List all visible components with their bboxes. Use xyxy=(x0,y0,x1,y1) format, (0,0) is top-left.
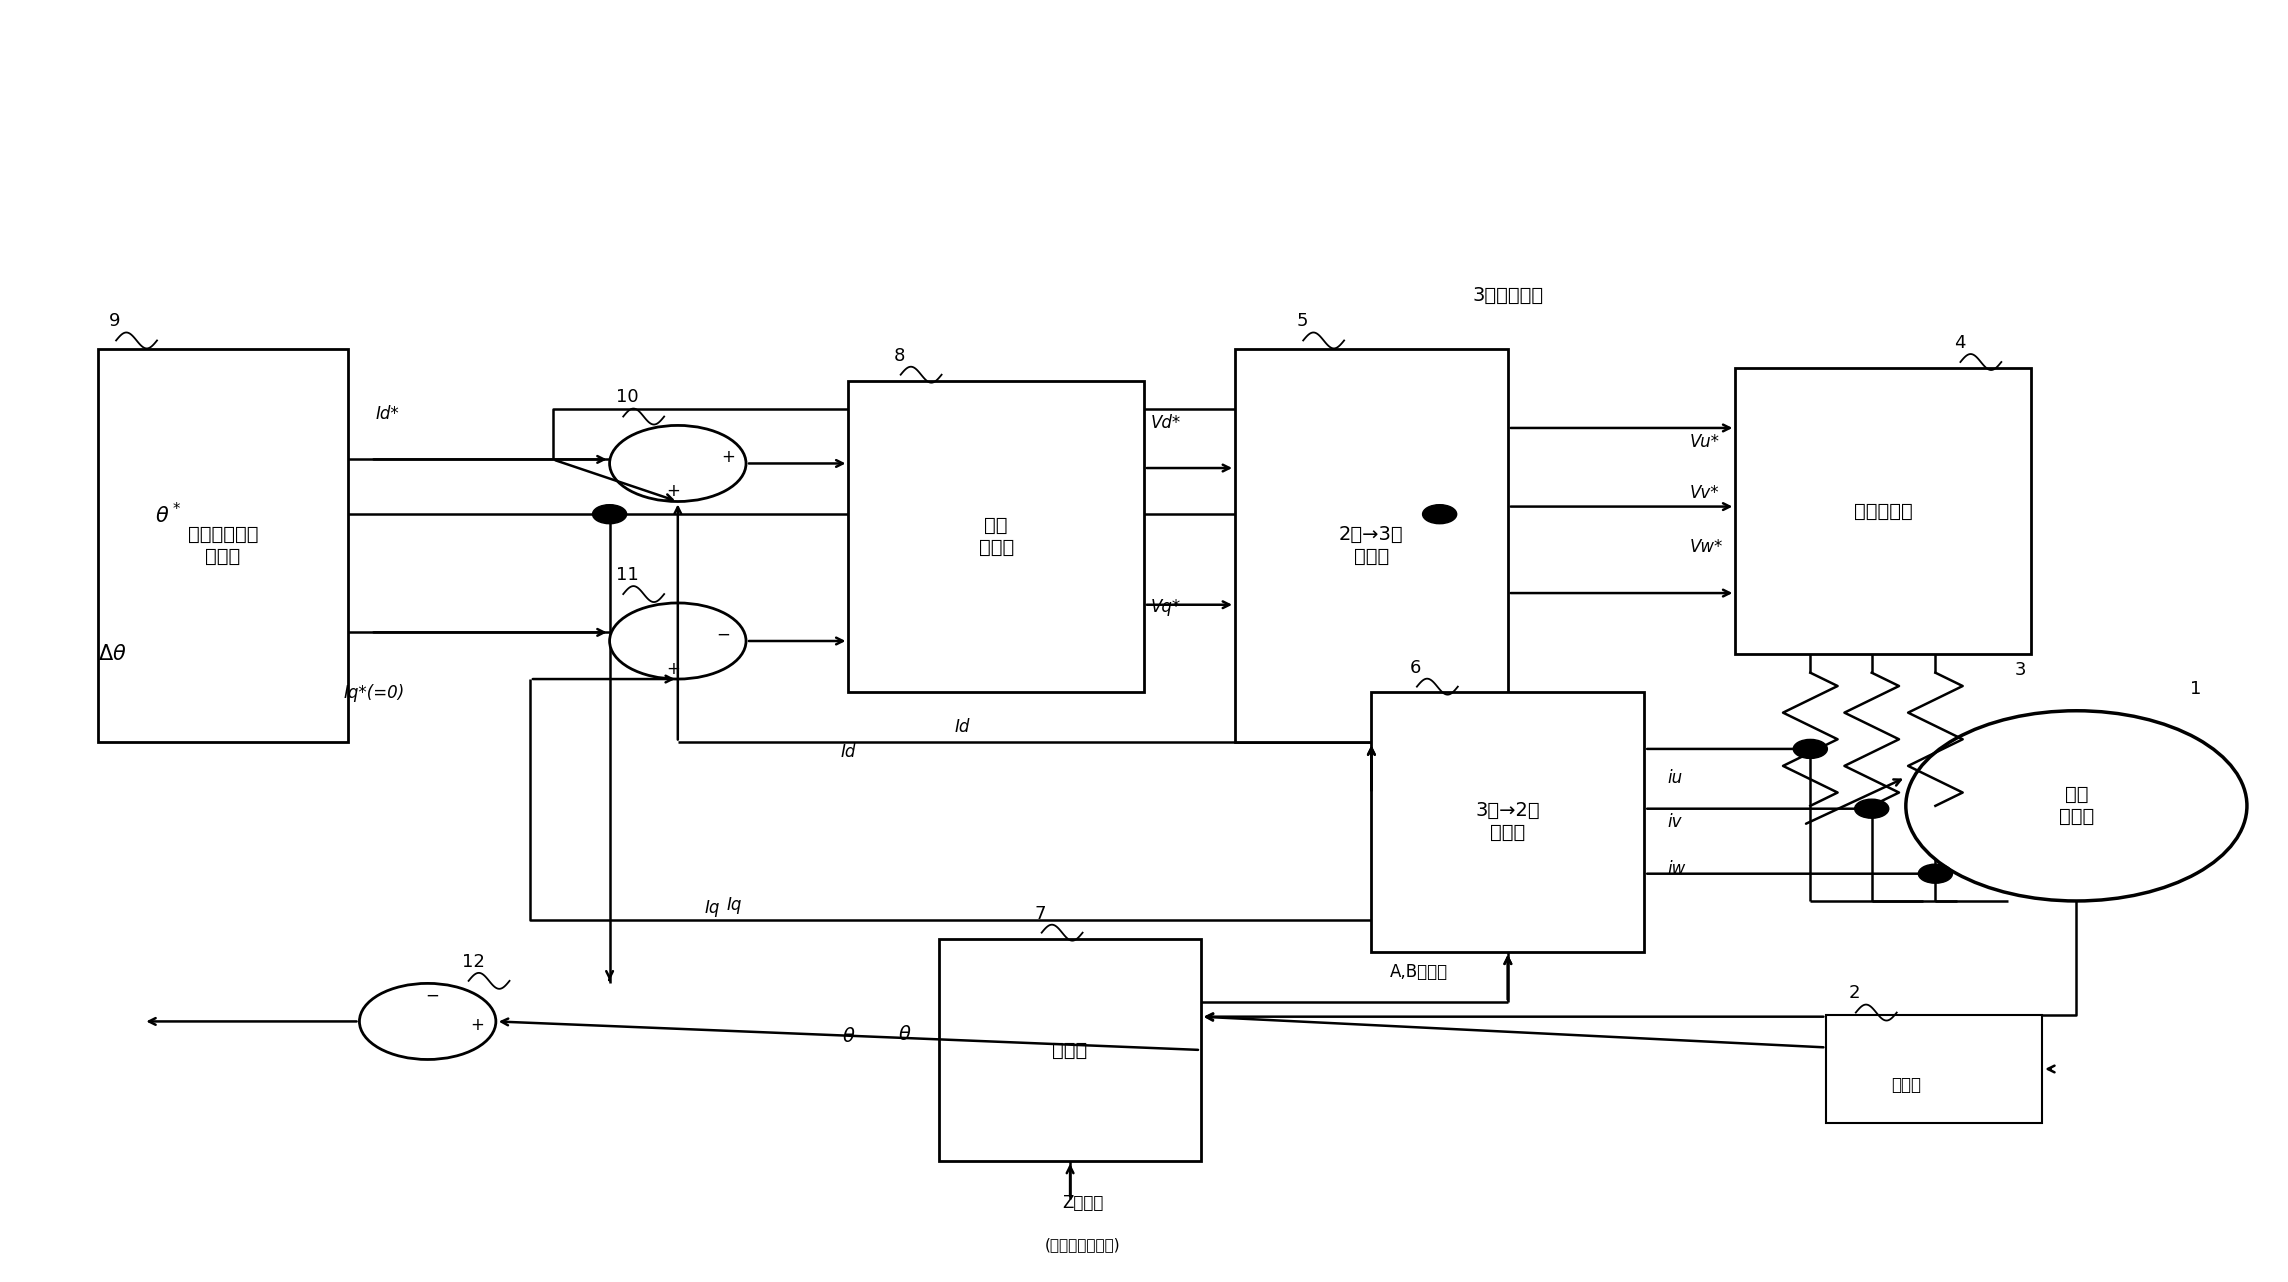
Text: iw: iw xyxy=(1668,860,1686,878)
FancyBboxPatch shape xyxy=(849,381,1144,692)
FancyBboxPatch shape xyxy=(1371,692,1645,951)
Text: 9: 9 xyxy=(110,313,121,331)
Text: Z相信号: Z相信号 xyxy=(1062,1194,1103,1211)
Text: 12: 12 xyxy=(462,953,485,970)
Circle shape xyxy=(1917,864,1952,883)
Circle shape xyxy=(593,505,627,524)
Circle shape xyxy=(1423,505,1457,524)
Text: Iq: Iq xyxy=(728,896,741,914)
Text: 3: 3 xyxy=(2016,662,2027,679)
Text: +: + xyxy=(666,482,680,500)
Circle shape xyxy=(1794,740,1828,759)
Text: +: + xyxy=(471,1017,485,1035)
Text: 11: 11 xyxy=(615,565,638,583)
Text: 编码器: 编码器 xyxy=(1890,1076,1922,1094)
Text: Vu*: Vu* xyxy=(1691,433,1721,451)
Circle shape xyxy=(609,603,746,679)
Circle shape xyxy=(1856,799,1890,818)
Text: $\theta^*$: $\theta^*$ xyxy=(156,501,181,527)
Text: iv: iv xyxy=(1668,813,1682,831)
Text: $\theta$: $\theta$ xyxy=(899,1024,913,1044)
Circle shape xyxy=(1906,710,2247,901)
Text: 4: 4 xyxy=(1954,333,1965,351)
Text: 8: 8 xyxy=(895,346,906,364)
Text: A,B相信号: A,B相信号 xyxy=(1389,963,1448,981)
Text: Vw*: Vw* xyxy=(1691,538,1723,556)
Text: 同步
电动机: 同步 电动机 xyxy=(2059,786,2094,827)
Circle shape xyxy=(609,426,746,501)
Text: 3相电压指令: 3相电压指令 xyxy=(1471,286,1544,305)
FancyBboxPatch shape xyxy=(1734,368,2032,654)
Text: 电流
控制器: 电流 控制器 xyxy=(979,515,1014,556)
Text: $\theta$: $\theta$ xyxy=(842,1027,856,1046)
Text: 6: 6 xyxy=(1409,659,1421,677)
Text: +: + xyxy=(721,449,734,467)
Text: $\Delta\theta$: $\Delta\theta$ xyxy=(98,644,126,664)
Text: 计数器: 计数器 xyxy=(1052,1041,1087,1059)
Circle shape xyxy=(359,983,496,1059)
Text: Vq*: Vq* xyxy=(1151,597,1181,615)
FancyBboxPatch shape xyxy=(98,349,348,742)
Text: Vd*: Vd* xyxy=(1151,414,1181,432)
Text: Id: Id xyxy=(840,744,856,762)
Text: 2相→3相
变换器: 2相→3相 变换器 xyxy=(1338,526,1405,567)
FancyBboxPatch shape xyxy=(940,938,1201,1161)
Text: (计数器复位信号): (计数器复位信号) xyxy=(1046,1237,1121,1253)
Text: 2: 2 xyxy=(1849,985,1860,1003)
Text: 5: 5 xyxy=(1297,313,1309,331)
Text: −: − xyxy=(716,626,730,644)
Text: 10: 10 xyxy=(615,388,638,406)
Text: 1: 1 xyxy=(2190,679,2201,699)
Text: Id: Id xyxy=(954,718,970,736)
Text: iu: iu xyxy=(1668,769,1682,787)
Text: Id*: Id* xyxy=(375,405,398,423)
Text: 3相→2相
变换器: 3相→2相 变换器 xyxy=(1476,801,1540,842)
Text: Vv*: Vv* xyxy=(1691,483,1718,501)
Text: Iq: Iq xyxy=(705,900,721,918)
Text: 直流电流指令
计算器: 直流电流指令 计算器 xyxy=(188,526,259,567)
Text: +: + xyxy=(666,660,680,678)
Text: 电流转换器: 电流转换器 xyxy=(1853,501,1913,520)
FancyBboxPatch shape xyxy=(1236,349,1508,742)
FancyBboxPatch shape xyxy=(1826,1015,2043,1123)
Text: −: − xyxy=(426,987,439,1005)
Text: Iq*(=0): Iq*(=0) xyxy=(343,683,405,701)
Text: 7: 7 xyxy=(1034,905,1046,923)
